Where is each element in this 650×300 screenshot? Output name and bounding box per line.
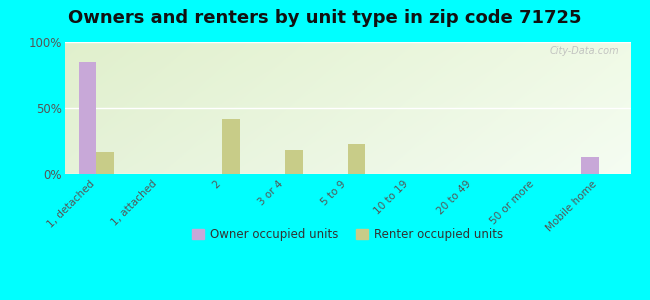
Bar <box>348 144 365 174</box>
Bar <box>79 62 96 174</box>
Bar <box>285 150 302 174</box>
Text: Owners and renters by unit type in zip code 71725: Owners and renters by unit type in zip c… <box>68 9 582 27</box>
Text: City-Data.com: City-Data.com <box>549 46 619 56</box>
Bar <box>222 118 240 174</box>
Bar <box>96 152 114 174</box>
Legend: Owner occupied units, Renter occupied units: Owner occupied units, Renter occupied un… <box>189 225 506 245</box>
Bar <box>582 157 599 174</box>
